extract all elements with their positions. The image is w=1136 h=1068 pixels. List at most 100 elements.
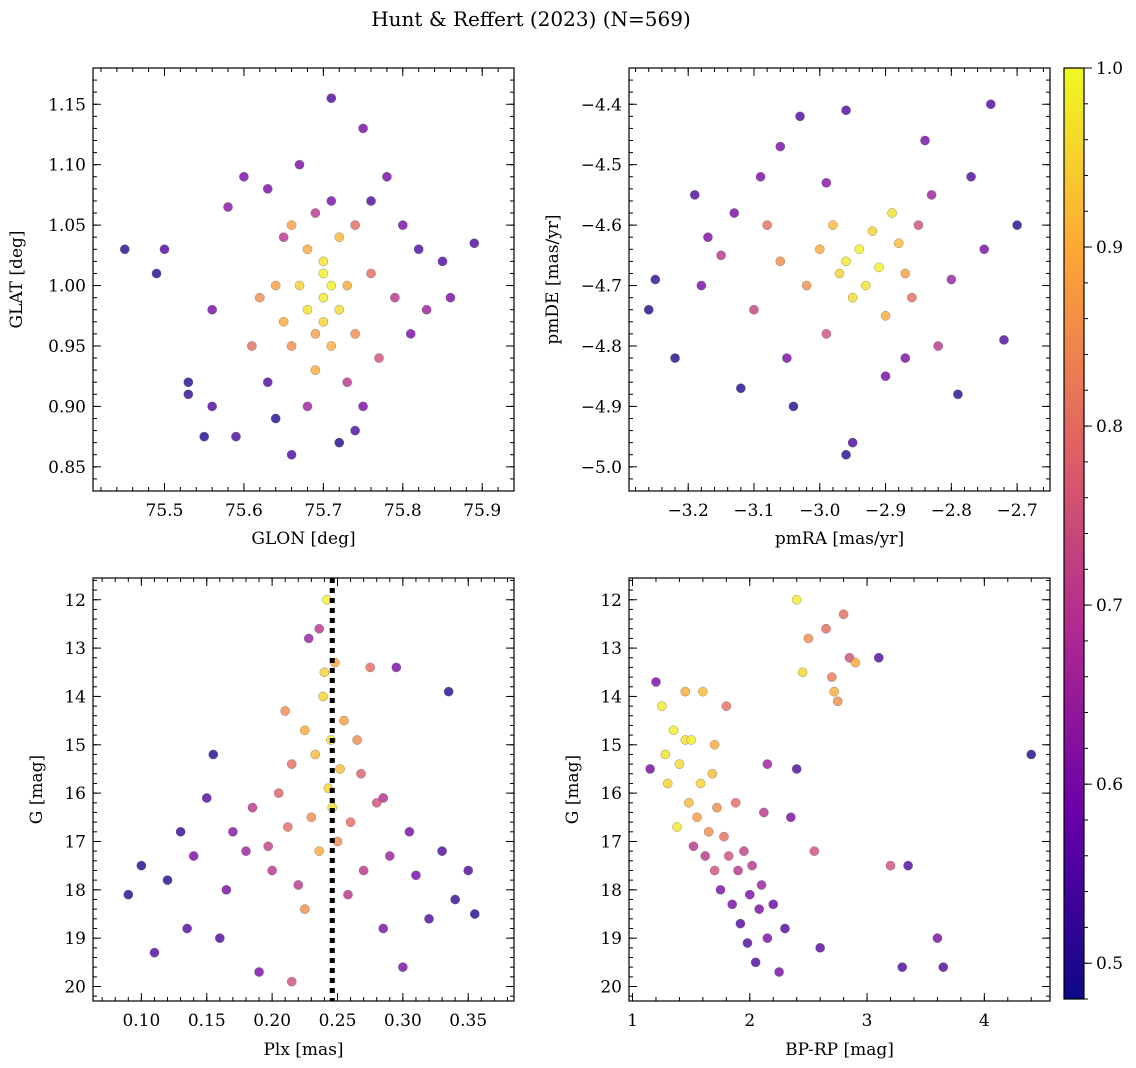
scatter-point <box>749 304 759 315</box>
scatter-point <box>736 383 746 394</box>
scatter-point <box>366 268 376 279</box>
scatter-point <box>199 431 209 442</box>
scatter-point <box>247 802 258 813</box>
scatter-point <box>371 798 382 808</box>
scatter-point <box>643 304 654 315</box>
x-tick-label: 75.5 <box>146 501 184 521</box>
scatter-point <box>645 764 655 774</box>
scatter-point <box>815 943 825 953</box>
scatter-point <box>310 329 321 339</box>
y-tick-label: 0.95 <box>48 337 86 357</box>
scatter-point <box>286 976 297 987</box>
x-tick-label: 0.35 <box>449 1011 487 1031</box>
scatter-point <box>979 244 989 255</box>
y-axis-label: GLAT [deg] <box>7 230 27 328</box>
axes-frame <box>628 577 1051 1002</box>
scatter-point <box>762 220 772 230</box>
x-tick-label: 2 <box>744 1011 755 1031</box>
x-tick-label: −2.7 <box>996 501 1037 521</box>
scatter-point <box>742 938 753 948</box>
scatter-point <box>437 256 448 267</box>
x-tick-label: 4 <box>979 1011 990 1031</box>
colorbar-tick-label: 1.0 <box>1096 59 1123 79</box>
scatter-point <box>880 371 891 381</box>
scatter-point <box>841 256 851 267</box>
scatter-point <box>385 851 395 861</box>
scatter-point <box>788 401 799 412</box>
scatter-point <box>775 141 786 152</box>
scatter-point <box>719 831 729 842</box>
scatter-point <box>703 232 713 242</box>
scatter-point <box>716 250 726 261</box>
scatter-point <box>358 123 368 134</box>
scatter-point <box>838 609 849 620</box>
scatter-point <box>762 759 773 769</box>
scatter-point <box>821 178 832 188</box>
scatter-point <box>715 885 726 895</box>
scatter-point <box>801 280 812 291</box>
y-tick-label: 19 <box>64 929 86 949</box>
y-tick-label: −4.9 <box>581 397 622 417</box>
scatter-point <box>120 244 130 255</box>
scatter-point <box>334 232 344 242</box>
scatter-point <box>745 889 755 900</box>
scatter-point <box>326 196 337 206</box>
scatter-point <box>270 280 281 291</box>
scatter-point <box>413 244 424 255</box>
scatter-point <box>874 653 884 663</box>
scatter-point <box>900 353 911 363</box>
scatter-point <box>700 851 710 861</box>
scatter-point <box>733 865 743 876</box>
scatter-point <box>398 220 408 230</box>
y-tick-label: −4.5 <box>581 156 622 176</box>
scatter-point <box>797 667 808 678</box>
scatter-point <box>692 812 702 823</box>
scatter-point <box>821 624 831 634</box>
scatter-point <box>278 232 289 242</box>
scatter-point <box>662 778 673 789</box>
scatter-point <box>221 885 232 895</box>
x-tick-label: −3.1 <box>733 501 774 521</box>
scatter-point <box>703 827 714 837</box>
scatter-point <box>382 172 392 182</box>
scatter-point <box>405 329 416 339</box>
scatter-point <box>750 957 761 968</box>
scatter-point <box>254 967 264 977</box>
scatter-point <box>854 244 864 255</box>
x-tick-label: 75.7 <box>304 501 342 521</box>
colorbar-tick-label: 0.9 <box>1096 238 1123 258</box>
x-tick-label: 75.6 <box>225 501 263 521</box>
scatter-point <box>280 706 290 716</box>
scatter-point <box>374 353 384 363</box>
scatter-point <box>829 686 839 697</box>
scatter-point <box>887 208 897 218</box>
scatter-point <box>335 764 345 774</box>
scatter-point <box>343 889 353 900</box>
scatter-point <box>149 947 160 958</box>
scatter-point <box>841 449 851 460</box>
scatter-point <box>686 735 696 745</box>
scatter-point <box>670 353 680 363</box>
scatter-point <box>650 274 661 285</box>
scatter-point <box>342 377 352 387</box>
scatter-point <box>709 740 720 750</box>
scatter-point <box>223 202 233 212</box>
scatter-point <box>267 865 277 876</box>
scatter-point <box>946 274 957 285</box>
scatter-point <box>356 769 366 779</box>
scatter-point <box>358 401 368 412</box>
colorbar-tick-label: 0.7 <box>1096 596 1123 616</box>
scatter-point <box>926 190 937 200</box>
scatter-point <box>228 827 238 837</box>
y-axis-label: pmDE [mas/yr] <box>543 214 563 344</box>
y-tick-label: 0.90 <box>48 397 86 417</box>
y-tick-label: 13 <box>600 639 622 659</box>
y-axis-label: G [mag] <box>563 755 583 824</box>
scatter-point <box>999 335 1009 345</box>
scatter-point <box>183 377 194 387</box>
scatter-point <box>1026 749 1036 760</box>
panel-plx-g: 0.10 0.15 0.20 0.25 0.30 0.35 12 13 14 15 16 17 18 19… <box>27 577 515 1060</box>
scatter-point <box>151 268 162 279</box>
scatter-point <box>286 759 297 769</box>
x-axis-label: Plx [mas] <box>263 1040 343 1060</box>
